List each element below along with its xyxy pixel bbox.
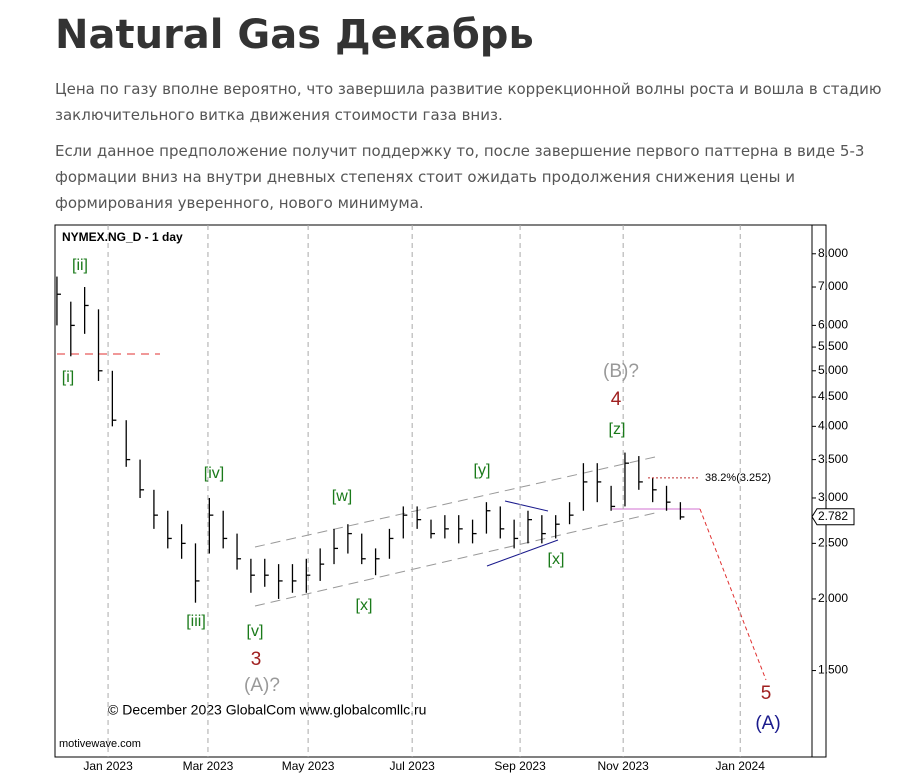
wave-label: (A): [755, 713, 780, 734]
paragraph: Цена по газу вполне вероятно, что заверш…: [55, 80, 882, 124]
wave-label: [x]: [548, 551, 565, 568]
wave-label: 4: [611, 389, 622, 410]
x-tick-label: Sep 2023: [494, 759, 546, 773]
wave-label: [iii]: [186, 613, 206, 630]
x-tick-label: Jan 2023: [83, 759, 133, 773]
wave-label: (A)?: [244, 675, 280, 696]
chart-frame: [54, 224, 827, 758]
source: motivewave.com: [59, 738, 141, 750]
y-tick-label: 5.000: [818, 363, 848, 377]
last-price-box: [811, 508, 855, 526]
y-tick-label: 2.500: [818, 536, 848, 550]
trend-line: [486, 539, 559, 567]
channel-line: [254, 456, 656, 548]
wave-label: [z]: [609, 421, 626, 438]
wave-label: [y]: [474, 462, 491, 479]
wave-label: (B)?: [603, 361, 639, 382]
wave-label: 3: [251, 649, 262, 670]
chart-title: NYMEX.NG_D - 1 day: [62, 230, 183, 244]
x-tick-label: Mar 2023: [183, 759, 234, 773]
trend-line: [504, 500, 549, 512]
x-tick-label: Jul 2023: [389, 759, 435, 773]
trend-lines: [57, 353, 767, 681]
y-tick-label: 4.000: [818, 419, 848, 433]
y-tick-label: 3.500: [818, 452, 848, 466]
x-tick-label: May 2023: [282, 759, 335, 773]
wave-label: [i]: [62, 369, 74, 386]
y-tick-label: 8.000: [818, 246, 848, 260]
y-tick-label: 7.000: [818, 279, 848, 293]
y-tick-label: 3.000: [818, 490, 848, 504]
wave-label: [ii]: [72, 257, 88, 274]
y-tick-label: 2.000: [818, 591, 848, 605]
y-tick-label: 1.500: [818, 663, 848, 677]
paragraph: Если данное предположение получит поддер…: [55, 142, 865, 212]
x-tick-label: Nov 2023: [597, 759, 649, 773]
wave-label: [x]: [356, 597, 373, 614]
channel-line: [254, 512, 656, 607]
x-tick-label: Jan 2024: [716, 759, 766, 773]
watermark: © December 2023 GlobalCom www.globalcoml…: [108, 702, 426, 718]
wave-label: [w]: [332, 488, 352, 505]
page-title: Natural Gas Декабрь: [55, 12, 534, 58]
projection-line: [699, 508, 767, 681]
last-price-label: 2.782: [818, 509, 848, 523]
fib-label: 38.2%(3.252): [705, 472, 771, 484]
y-tick-label: 6.000: [818, 318, 848, 332]
y-tick-label: 5.500: [818, 339, 848, 353]
wave-label: [iv]: [204, 465, 224, 482]
y-tick-label: 4.500: [818, 389, 848, 403]
wave-label: 5: [761, 683, 772, 704]
wave-label: [v]: [247, 623, 264, 640]
